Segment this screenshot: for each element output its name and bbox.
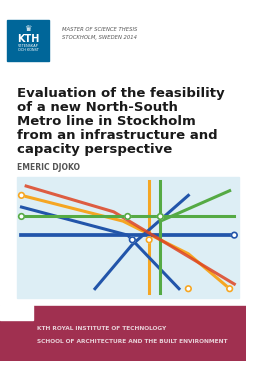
Circle shape	[232, 232, 237, 238]
Text: MASTER OF SCIENCE THESIS: MASTER OF SCIENCE THESIS	[62, 27, 137, 32]
Text: STOCKHOLM, SWEDEN 2014: STOCKHOLM, SWEDEN 2014	[62, 35, 136, 40]
Text: EMERIC DJOKO: EMERIC DJOKO	[17, 163, 80, 172]
Text: KTH ROYAL INSTITUTE OF TECHNOLOGY: KTH ROYAL INSTITUTE OF TECHNOLOGY	[37, 326, 167, 331]
Text: from an infrastructure and: from an infrastructure and	[17, 129, 218, 142]
Text: VETENSKAP
OCH KONST: VETENSKAP OCH KONST	[18, 44, 39, 52]
Text: capacity perspective: capacity perspective	[17, 143, 172, 156]
Circle shape	[125, 214, 130, 219]
Text: of a new North-South: of a new North-South	[17, 101, 178, 114]
Bar	[17, 177, 239, 298]
Text: Evaluation of the feasibility: Evaluation of the feasibility	[17, 87, 224, 100]
Circle shape	[130, 237, 135, 242]
Circle shape	[227, 286, 232, 292]
Bar	[0, 307, 247, 361]
Circle shape	[19, 214, 24, 219]
Text: KTH: KTH	[17, 34, 39, 44]
Text: SCHOOL OF ARCHITECTURE AND THE BUILT ENVIRONMENT: SCHOOL OF ARCHITECTURE AND THE BUILT ENV…	[37, 339, 228, 344]
Text: ♛: ♛	[24, 24, 32, 33]
Text: Metro line in Stockholm: Metro line in Stockholm	[17, 115, 196, 128]
Circle shape	[158, 214, 163, 219]
Bar	[0, 305, 33, 320]
Circle shape	[146, 237, 152, 242]
Circle shape	[186, 286, 191, 292]
Bar	[7, 20, 49, 61]
Circle shape	[19, 192, 24, 198]
